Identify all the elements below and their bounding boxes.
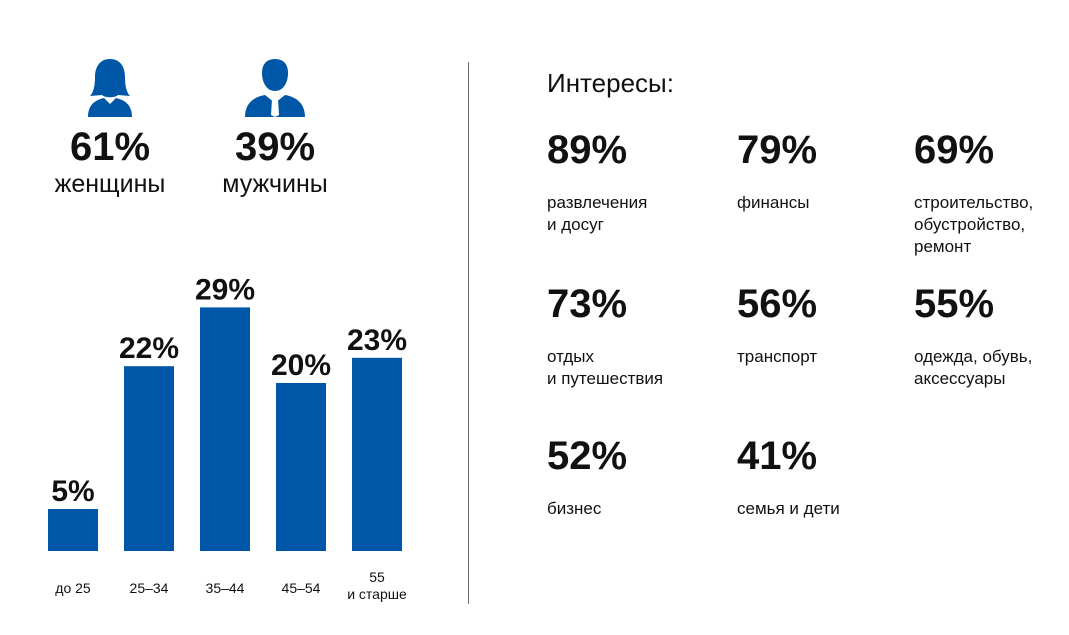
interest-item: 79% финансы	[737, 128, 907, 214]
bar	[200, 307, 250, 551]
data-label: 23%	[347, 324, 407, 357]
interest-label: отдых и путешествия	[547, 347, 664, 388]
interest-label: строительство, обустройство, ремонт	[914, 193, 1034, 256]
tick-label: до 25	[55, 580, 91, 596]
tick-label: 35–44	[206, 580, 245, 596]
interest-label: бизнес	[547, 499, 602, 518]
interest-percent: 89%	[547, 128, 628, 172]
interest-percent: 41%	[737, 434, 818, 478]
bar	[352, 357, 402, 551]
male-label: мужчины	[222, 170, 328, 198]
gender-female: 61% женщины	[35, 57, 185, 199]
interest-label: одежда, обувь, аксессуары	[914, 347, 1033, 388]
interest-percent: 52%	[547, 434, 628, 478]
interest-percent: 69%	[914, 128, 995, 172]
interest-percent: 79%	[737, 128, 818, 172]
interests-title: Интересы:	[547, 68, 674, 98]
interest-percent: 73%	[547, 282, 628, 326]
bar	[48, 509, 98, 551]
data-label: 5%	[51, 475, 94, 508]
interest-label: транспорт	[737, 347, 818, 366]
bar	[276, 383, 326, 551]
interest-item: 69% строительство, обустройство, ремонт	[914, 128, 1069, 258]
tick-label: 55 и старше	[347, 569, 407, 602]
gender-male: 39% мужчины	[200, 57, 350, 199]
male-percent: 39%	[234, 125, 316, 169]
interest-item: 41% семья и дети	[737, 434, 907, 520]
female-percent: 61%	[69, 125, 151, 169]
interest-item: 55% одежда, обувь, аксессуары	[914, 282, 1069, 390]
interest-label: финансы	[737, 193, 810, 212]
interest-percent: 55%	[914, 282, 995, 326]
tick-label: 25–34	[130, 580, 169, 596]
tick-label: 45–54	[282, 580, 321, 596]
data-label: 22%	[119, 332, 179, 365]
data-label: 20%	[271, 349, 331, 382]
interest-percent: 56%	[737, 282, 818, 326]
data-label: 29%	[195, 273, 255, 306]
interest-label: семья и дети	[737, 499, 840, 518]
interest-item: 89% развлечения и досуг	[547, 128, 717, 236]
man-icon	[245, 59, 305, 117]
interest-label: развлечения и досуг	[547, 193, 648, 234]
bar	[124, 366, 174, 551]
age-bar-chart: 5% до 25 22% 25–34 29% 35–44 20% 45–54 23% 55 и ст…	[48, 273, 407, 602]
interest-item: 56% транспорт	[737, 282, 907, 368]
interest-item: 73% отдых и путешествия	[547, 282, 717, 390]
interest-item: 52% бизнес	[547, 434, 717, 520]
woman-icon	[88, 59, 132, 117]
female-label: женщины	[54, 170, 166, 198]
divider	[468, 62, 469, 604]
